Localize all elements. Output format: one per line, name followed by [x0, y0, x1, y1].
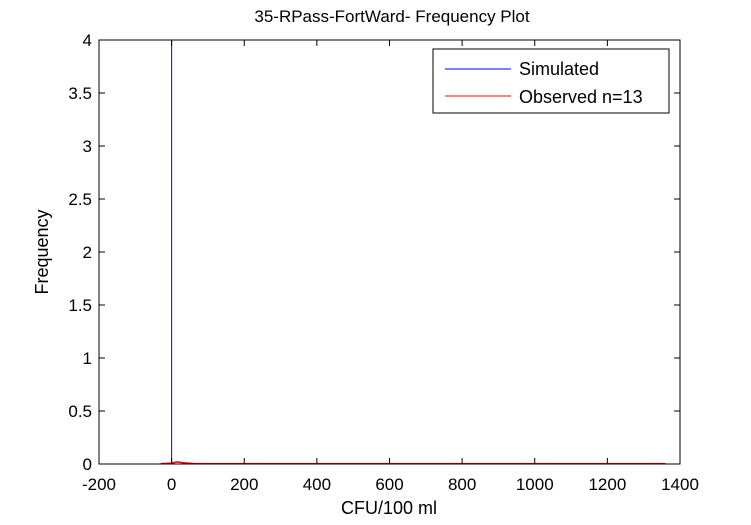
- x-tick-label: 800: [448, 475, 476, 494]
- x-axis-label: CFU/100 ml: [341, 498, 437, 518]
- x-tick-label: 1200: [588, 475, 626, 494]
- x-tick-label: 600: [375, 475, 403, 494]
- legend-label-observed: Observed n=13: [519, 87, 643, 107]
- tick-layer: -200 0 200 400 600 800 1000 1200 140000.511.522.…: [68, 31, 699, 494]
- y-tick-label: 2: [83, 243, 92, 262]
- y-tick-label: 0.5: [68, 402, 92, 421]
- y-tick-label: 4: [83, 31, 92, 50]
- x-tick-label: -200: [82, 475, 116, 494]
- legend: Simulated Observed n=13: [432, 48, 670, 114]
- x-tick-label: 400: [303, 475, 331, 494]
- legend-label-simulated: Simulated: [519, 59, 599, 79]
- x-tick-label: 0: [167, 475, 176, 494]
- y-tick-label: 3.5: [68, 84, 92, 103]
- y-tick-label: 2.5: [68, 190, 92, 209]
- y-axis-label: Frequency: [32, 209, 52, 294]
- x-tick-label: 1400: [661, 475, 699, 494]
- legend-box: [432, 48, 670, 114]
- y-tick-label: 3: [83, 137, 92, 156]
- x-tick-label: 1000: [516, 475, 554, 494]
- y-tick-label: 0: [83, 455, 92, 474]
- chart-title: 35-RPass-FortWard- Frequency Plot: [254, 7, 530, 26]
- y-tick-label: 1: [83, 349, 92, 368]
- x-tick-label: 200: [230, 475, 258, 494]
- y-tick-label: 1.5: [68, 296, 92, 315]
